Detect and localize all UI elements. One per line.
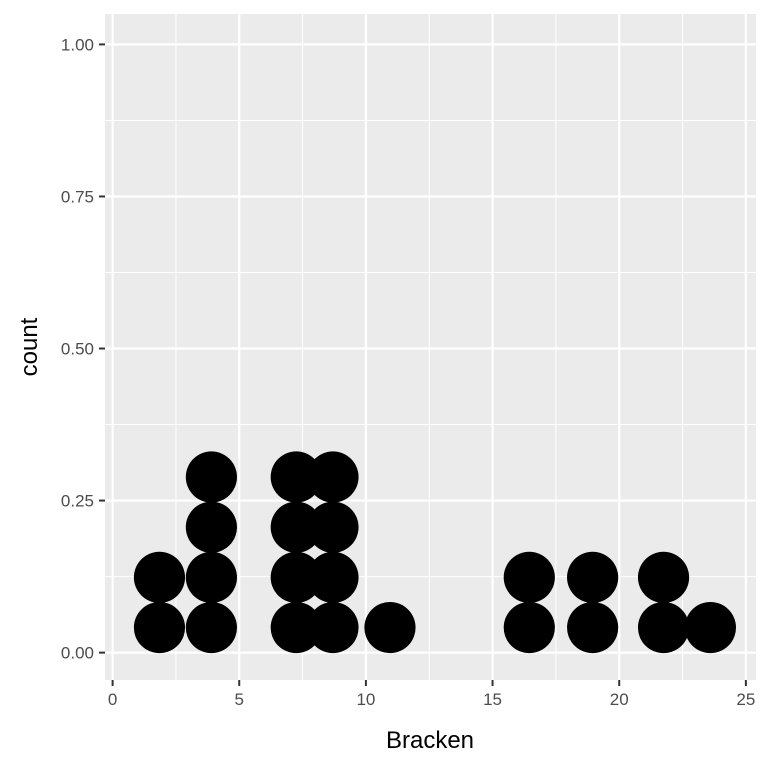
dot xyxy=(637,551,690,603)
dot xyxy=(185,501,237,553)
x-tick-label: 5 xyxy=(235,690,244,709)
dot xyxy=(684,601,736,654)
y-tick-label: 1.00 xyxy=(61,35,94,54)
dot xyxy=(133,551,186,603)
dot xyxy=(567,601,619,654)
x-axis-title: Bracken xyxy=(386,727,474,754)
dot xyxy=(503,601,555,654)
y-tick-label: 0.50 xyxy=(61,340,94,359)
dot xyxy=(133,601,186,654)
y-tick-label: 0.25 xyxy=(61,492,94,511)
dot xyxy=(307,601,359,654)
dot xyxy=(637,601,690,654)
dot xyxy=(307,501,359,553)
dot xyxy=(270,501,322,553)
dot-stacks xyxy=(133,451,736,654)
y-axis-title: count xyxy=(16,317,43,376)
x-tick-label: 20 xyxy=(610,690,629,709)
x-tick-label: 10 xyxy=(356,690,375,709)
dot xyxy=(270,551,322,603)
dot xyxy=(307,551,359,603)
dot xyxy=(364,601,416,654)
dot xyxy=(185,551,237,603)
x-axis: 0 5 10 15 20 25 xyxy=(108,680,755,709)
dot xyxy=(307,451,359,503)
x-tick-label: 15 xyxy=(483,690,502,709)
dot xyxy=(503,551,555,603)
dot xyxy=(185,601,237,654)
dot xyxy=(270,601,322,654)
y-tick-label: 0.75 xyxy=(61,187,94,206)
x-tick-label: 25 xyxy=(736,690,755,709)
y-axis: 0.00 0.25 0.50 0.75 1.00 xyxy=(61,35,105,663)
dot xyxy=(185,451,237,503)
y-tick-label: 0.00 xyxy=(61,644,94,663)
x-tick-label: 0 xyxy=(108,690,117,709)
dot xyxy=(567,551,619,603)
minor-gridlines xyxy=(105,14,756,680)
dot xyxy=(270,451,322,503)
